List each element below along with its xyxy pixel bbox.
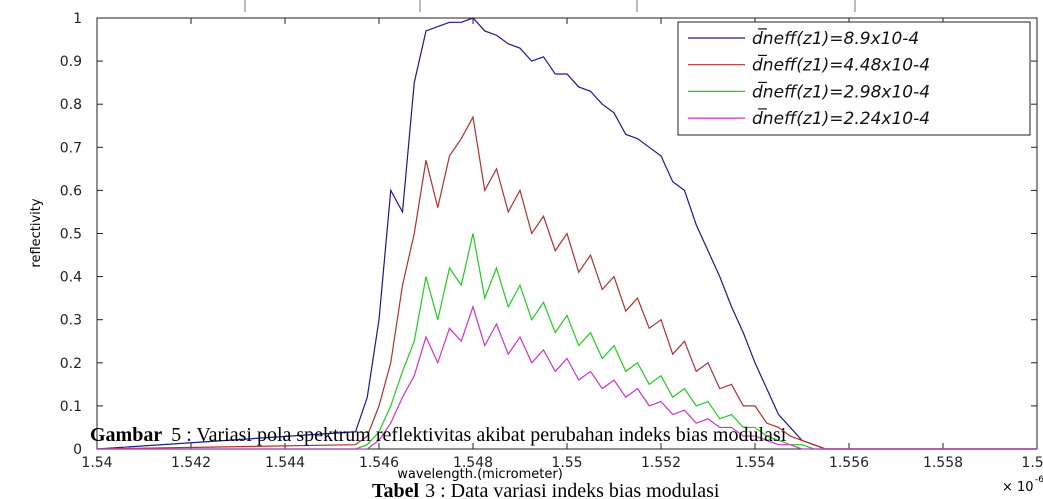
x-scale-base: × 10 bbox=[1002, 480, 1034, 495]
figure-caption: Gambar 5 : Variasi pola spektrum reflekti… bbox=[90, 424, 787, 446]
x-tick-label: 1.548 bbox=[453, 455, 493, 471]
legend-label: d̅neff(z1)=4.48x10-4 bbox=[752, 54, 930, 76]
x-tick-label: 1.542 bbox=[171, 455, 211, 471]
x-scale-exponent: -6 bbox=[1035, 475, 1043, 485]
legend-label: d̅neff(z1)=2.98x10-4 bbox=[752, 80, 930, 102]
x-tick-label: 1.56 bbox=[1021, 455, 1043, 471]
legend: d̅neff(z1)=8.9x10-4 d̅neff(z1)=4.48x10-4 d… bbox=[677, 21, 1031, 136]
series-line bbox=[97, 233, 1037, 450]
y-tick-label: 1 bbox=[73, 11, 82, 27]
y-tick-label: 0.4 bbox=[60, 270, 82, 286]
x-tick-label: 1.546 bbox=[359, 455, 399, 471]
x-tick-label: 1.55 bbox=[551, 455, 582, 471]
legend-box bbox=[677, 21, 1031, 136]
x-tick-label: 1.558 bbox=[923, 455, 963, 471]
y-tick-label: 0.2 bbox=[60, 356, 82, 372]
y-axis-label: reflectivity bbox=[29, 198, 44, 268]
y-tick-label: 0.6 bbox=[60, 183, 82, 199]
x-tick-label: 1.544 bbox=[265, 455, 305, 471]
table-caption: Tabel 3 : Data variasi indeks bias modula… bbox=[372, 480, 720, 499]
y-tick-label: 0 bbox=[73, 442, 82, 458]
x-tick-label: 1.556 bbox=[829, 455, 869, 471]
x-axis-label: wavelength.(micrometer) bbox=[397, 467, 563, 482]
x-tick-label: 1.552 bbox=[641, 455, 681, 471]
y-tick-label: 0.1 bbox=[60, 399, 82, 415]
y-tick-label: 0.7 bbox=[60, 140, 82, 156]
x-tick-label: 1.54 bbox=[81, 455, 112, 471]
series-line bbox=[97, 304, 1037, 450]
y-tick-label: 0.3 bbox=[60, 313, 82, 329]
figure-caption-text: 5 : Variasi pola spektrum reflektivitas … bbox=[171, 424, 786, 446]
figure-caption-label: Gambar bbox=[90, 424, 162, 446]
table-caption-label: Tabel bbox=[372, 480, 420, 499]
x-tick-label: 1.554 bbox=[735, 455, 775, 471]
y-tick-label: 0.8 bbox=[60, 97, 82, 113]
series-line bbox=[96, 115, 1037, 450]
axes: 0 0.1 0.2 0.3 0.4 0.5 0.6 0.7 0.8 0.9 1 1.54 1.542 1.… bbox=[60, 11, 1043, 471]
y-tick-label: 0.9 bbox=[60, 54, 82, 70]
series-line bbox=[96, 17, 1037, 450]
table-border-fragment bbox=[244, 0, 856, 12]
y-tick-label: 0.5 bbox=[60, 227, 82, 243]
legend-label: d̅neff(z1)=2.24x10-4 bbox=[752, 107, 930, 129]
lines bbox=[96, 17, 1037, 450]
table-caption-text: 3 : Data variasi indeks bias modulasi bbox=[425, 480, 720, 499]
legend-label: d̅neff(z1)=8.9x10-4 bbox=[752, 27, 919, 49]
